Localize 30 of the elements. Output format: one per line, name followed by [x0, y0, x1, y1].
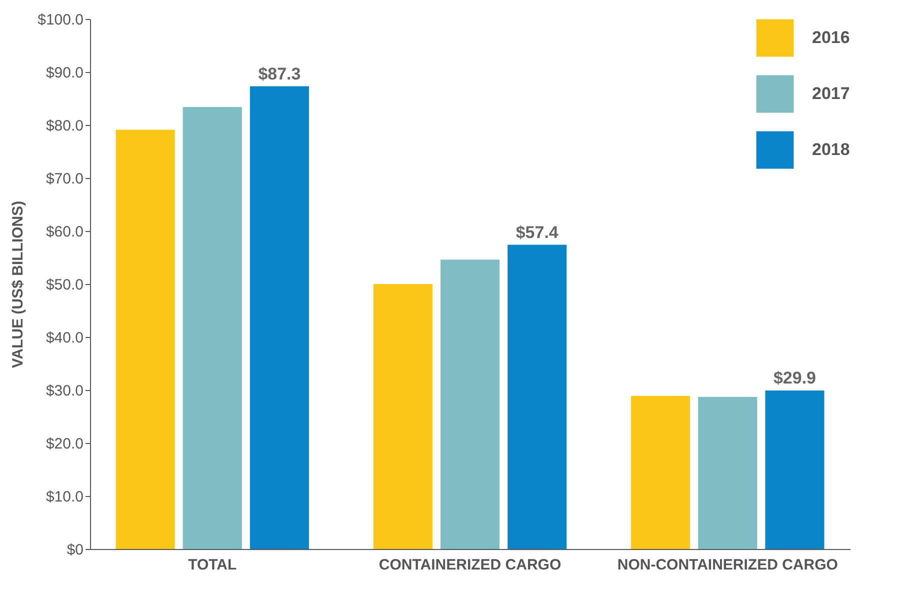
- x-tick-label: CONTAINERIZED CARGO: [378, 556, 562, 574]
- y-tick-label: $40.0: [46, 330, 84, 346]
- y-tick-label: $10.0: [46, 488, 84, 506]
- y-tick-label: $60.0: [46, 224, 84, 240]
- bar: [765, 390, 824, 549]
- y-tick-label: $20.0: [46, 436, 84, 452]
- legend-label: 2017: [812, 84, 850, 103]
- y-tick-label: $90.0: [46, 64, 84, 82]
- y-tick-label: $50.0: [46, 276, 84, 294]
- bar: [698, 396, 758, 549]
- bar: [250, 86, 309, 549]
- bar: [440, 260, 500, 549]
- bar: [116, 130, 175, 549]
- x-tick-label: TOTAL: [188, 556, 237, 574]
- bar: [631, 396, 690, 549]
- data-label: $29.9: [773, 368, 816, 388]
- y-tick-label: $0: [66, 542, 84, 558]
- y-tick-label: $80.0: [46, 118, 84, 134]
- data-label: $57.4: [516, 222, 559, 242]
- legend-label: 2016: [812, 28, 850, 47]
- y-tick-label: $30.0: [46, 382, 84, 400]
- y-tick-label: $70.0: [46, 170, 84, 188]
- bar: [373, 284, 432, 549]
- y-axis-title: VALUE (US$ BILLIONS): [10, 200, 27, 368]
- bar: [182, 106, 242, 549]
- x-tick-label: NON-CONTAINERIZED CARGO: [617, 556, 838, 574]
- legend-label: 2018: [812, 140, 850, 159]
- bar: [508, 244, 567, 549]
- y-tick-label: $100.0: [38, 12, 84, 28]
- data-label: $87.3: [258, 64, 301, 84]
